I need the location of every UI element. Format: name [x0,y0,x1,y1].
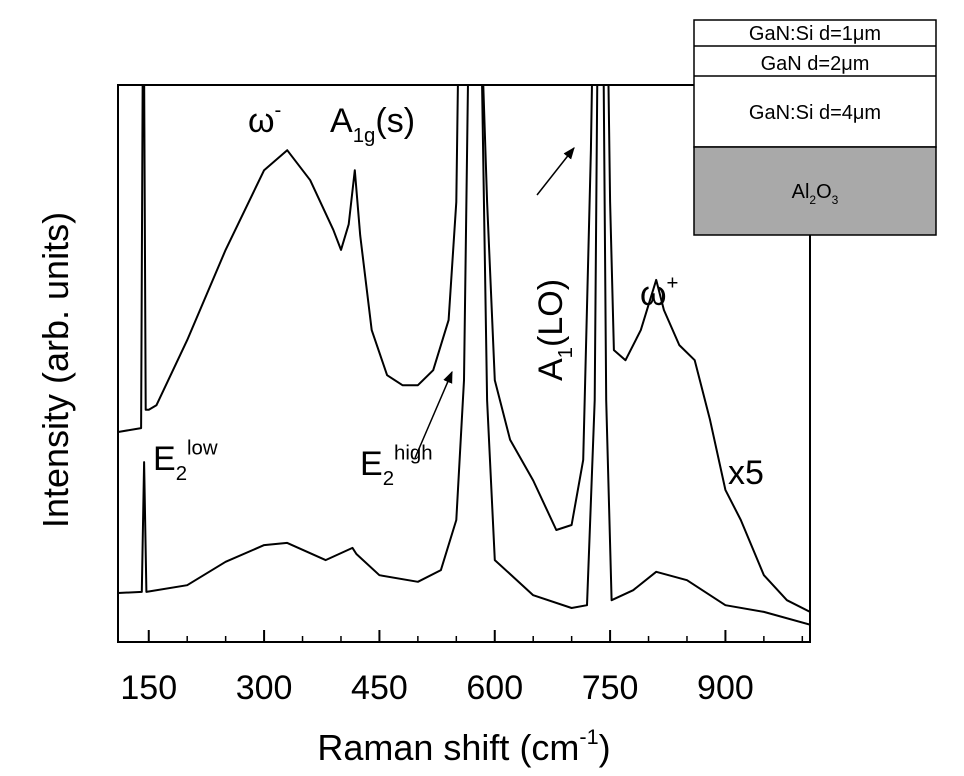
x-tick-label: 750 [582,669,639,707]
annotation-part: 2 [383,468,394,490]
annotation-part: E [360,445,383,483]
arrow [536,147,575,196]
inset-label-part: O [816,181,832,203]
plot-lines [118,85,810,626]
inset-label-part: Al [792,181,810,203]
x-tick-label: 450 [351,669,408,707]
inset-label: GaN d=2μm [761,53,870,75]
annotation-part: E [153,440,176,478]
annotation: E2high [360,443,433,491]
x-tick-label: 300 [236,669,293,707]
x-axis-title: Raman shift (cm-1) [317,724,610,768]
annotation-part: 2 [176,463,187,485]
annotation-part: - [275,100,282,122]
x-axis-title-part: ) [599,727,611,768]
inset-label-part: GaN:Si d=4μm [749,102,881,124]
plot-frame [117,84,811,643]
x-tick-label: 150 [120,669,177,707]
x-axis-title-part: Raman shift (cm [317,727,579,768]
annotation-part: 1g [353,125,376,147]
annotation: E2low [153,438,218,486]
spectrum-line [118,85,810,613]
x-tick-label: 600 [466,669,523,707]
annotation-part: + [667,273,679,295]
y-axis-title: Intensity (arb. units) [35,212,76,528]
annotation-part: (LO) [532,279,570,347]
inset-label: GaN:Si d=1μm [749,23,881,45]
annotation-part: ω [248,102,275,140]
inset-label-part: GaN d=2μm [761,53,870,75]
annotation-part: x5 [728,454,764,492]
x-axis-title-part: -1 [579,724,598,749]
inset-layer [693,19,937,148]
annotation-part: ω [640,275,667,313]
arrow [414,370,453,459]
inset-label: Al2O3 [792,181,839,207]
inset: GaN:Si d=1μm GaN d=2μm GaN:Si d=4μm Al2O3 [693,19,937,236]
annotation: A1g(s) [330,102,415,147]
annotation-part: 1 [555,347,577,358]
inset-label-part: 2 [809,193,816,207]
annotation-part: A [532,358,570,381]
annotation-part: low [187,438,218,460]
annotation: ω+ [640,273,678,313]
annotation-part: high [394,443,433,465]
annotation-part: (s) [375,102,415,140]
ticks [147,630,804,642]
annotation: A1(LO) [532,279,577,381]
inset-label: GaN:Si d=4μm [749,102,881,124]
inset-label-part: 3 [832,193,839,207]
inset-substrate [693,146,937,236]
annotation-part: A [330,102,353,140]
annotation: x5 [728,454,764,492]
x-tick-label: 900 [697,669,754,707]
annotation: ω- [248,100,281,140]
spectrum-line [118,85,810,626]
inset-label-part: GaN:Si d=1μm [749,23,881,45]
